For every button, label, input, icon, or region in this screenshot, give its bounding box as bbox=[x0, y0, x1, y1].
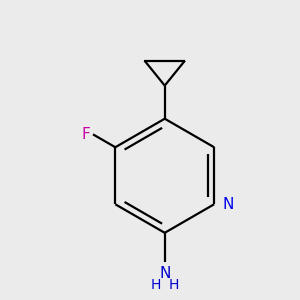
Text: N: N bbox=[222, 197, 234, 212]
Text: H: H bbox=[150, 278, 161, 292]
Text: N: N bbox=[159, 266, 170, 281]
Text: H: H bbox=[169, 278, 179, 292]
Text: F: F bbox=[81, 127, 90, 142]
